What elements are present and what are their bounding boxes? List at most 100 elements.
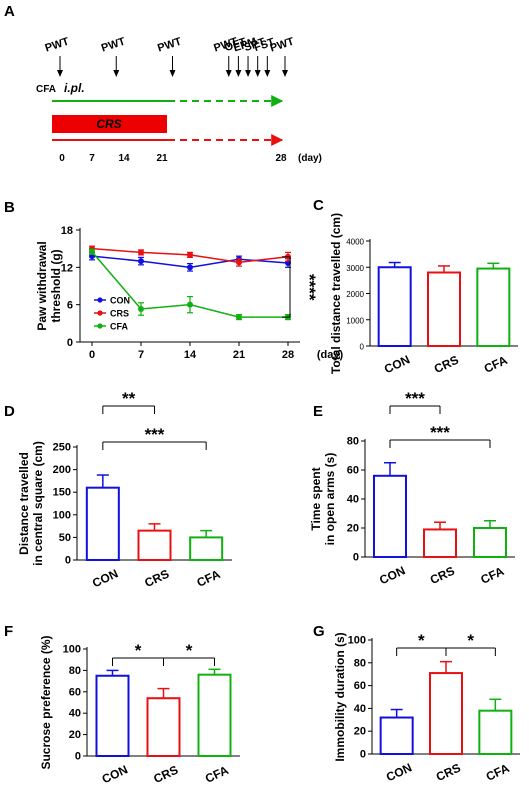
y-tick-label: 20 [354, 726, 366, 738]
cfa-route: i.pl. [64, 81, 85, 95]
y-axis-label: threshold (g) [49, 249, 63, 322]
panel-label-c: C [313, 197, 324, 214]
timeline-test-label: PWT [44, 36, 71, 55]
y-tick-label: 0 [360, 343, 365, 352]
comparison-label: ** [122, 389, 136, 408]
x-tick-label: 7 [138, 349, 144, 361]
legend-label: CON [110, 296, 130, 306]
panel-f-bar-chart: F 0 20 40 60 80 100 CON CRS CFA Sucrose preference… [4, 623, 240, 786]
legend-label: CRS [110, 309, 129, 319]
x-tick-label: CON [382, 352, 412, 376]
x-tick-label: CFA [195, 567, 223, 590]
panel-b-line-chart: B 0 6 12 18 0 7 14 21 28 (day) Paw withdrawal thresh… [4, 199, 343, 361]
y-tick-label: 40 [354, 703, 366, 715]
timeline-arrowhead [57, 70, 63, 77]
panel-d-bar-chart: D 0 50 100 150 200 250 CON CRS CFA Distance travel… [4, 389, 232, 590]
y-tick-label: 6 [67, 300, 73, 312]
x-tick-label: CRS [434, 761, 463, 784]
timeline-day-label: 28 [275, 153, 287, 164]
y-axis-label: in central square (cm) [31, 441, 45, 566]
bar-crs [427, 271, 461, 347]
y-tick-label: 200 [53, 464, 71, 476]
legend-label: CFA [110, 322, 129, 332]
x-tick-label: CFA [482, 353, 510, 376]
timeline-day-label: 0 [59, 153, 65, 164]
y-tick-label: 50 [59, 532, 71, 544]
y-tick-label: 60 [347, 465, 359, 477]
timeline-arrowhead [169, 70, 176, 77]
bar-cfa [478, 709, 513, 755]
y-axis-label: Immobility duration (s) [333, 632, 347, 761]
x-tick-label: 28 [282, 349, 294, 361]
y-axis-label: Total distance travelled (cm) [329, 213, 343, 374]
bar-cfa [189, 536, 224, 562]
cfa-label: CFA [36, 84, 56, 95]
y-axis-label: Paw withdrawal [35, 241, 49, 330]
panel-label-e: E [313, 403, 323, 420]
panel-c-bar-chart: C 0 1000 2000 3000 4000 CON CRS CFA Total distanc… [313, 197, 518, 376]
bar-cfa [197, 673, 232, 757]
panel-label-d: D [4, 403, 15, 420]
x-tick-label: 21 [233, 349, 245, 361]
panel-g-bar-chart: G 0 20 40 60 80 100 CON CRS CFA Immobility duratio… [313, 623, 520, 784]
y-tick-label: 3000 [346, 264, 364, 273]
bar-crs [146, 697, 181, 757]
y-tick-label: 12 [61, 262, 73, 274]
data-point-crs [236, 259, 242, 266]
crs-bar [52, 115, 167, 133]
timeline-arrowhead [225, 70, 232, 77]
y-tick-label: 100 [53, 509, 71, 521]
y-tick-label: 80 [354, 657, 366, 669]
comparison-label: *** [405, 389, 425, 408]
significance-label: **** [300, 274, 319, 301]
bar-crs [137, 529, 172, 561]
x-tick-label: CRS [428, 564, 457, 587]
y-tick-label: 0 [75, 751, 81, 763]
timeline-day-label: 21 [156, 153, 168, 164]
timeline-day-unit: (day) [298, 153, 322, 164]
panel-label-g: G [313, 623, 325, 640]
y-tick-label: 150 [53, 487, 71, 499]
bar-con [85, 486, 120, 561]
x-tick-label: CRS [432, 353, 461, 376]
timeline-arrowhead [113, 70, 120, 77]
y-tick-label: 0 [360, 749, 366, 761]
y-tick-label: 80 [347, 436, 359, 448]
comparison-label: * [135, 641, 142, 660]
timeline-test-label: PWT [100, 36, 127, 55]
y-tick-label: 250 [53, 442, 71, 454]
panel-label-f: F [4, 623, 13, 640]
y-tick-label: 100 [348, 635, 366, 647]
panel-label-a: A [4, 3, 15, 20]
y-axis-label: Time spent [309, 467, 323, 530]
timeline-test-label: PWT [156, 36, 183, 55]
timeline-arrowhead [254, 70, 261, 77]
data-point-cfa [187, 301, 193, 308]
timeline-arrowhead [282, 70, 288, 77]
data-point-cfa [236, 314, 242, 321]
x-tick-label: CFA [478, 564, 506, 587]
data-point-con [138, 258, 144, 265]
bar-con [379, 716, 414, 756]
data-point-crs [187, 251, 193, 258]
data-point-cfa [138, 306, 144, 313]
x-tick-label: CFA [203, 763, 231, 786]
y-tick-label: 18 [61, 225, 73, 237]
comparison-label: * [467, 631, 474, 650]
x-tick-label: 0 [89, 349, 95, 361]
legend-marker [97, 310, 103, 316]
x-tick-label: CRS [142, 567, 171, 590]
y-tick-label: 60 [354, 680, 366, 692]
timeline-arrowhead [264, 70, 271, 77]
y-tick-label: 80 [69, 665, 81, 677]
y-tick-label: 4000 [346, 238, 364, 247]
y-tick-label: 1000 [346, 316, 364, 325]
y-tick-label: 20 [347, 523, 359, 535]
legend-marker [97, 323, 103, 329]
x-tick-label: CON [100, 762, 130, 786]
x-tick-label: CFA [484, 761, 512, 784]
panel-label-b: B [4, 199, 15, 216]
x-tick-label: CON [377, 563, 407, 587]
y-tick-label: 20 [69, 729, 81, 741]
